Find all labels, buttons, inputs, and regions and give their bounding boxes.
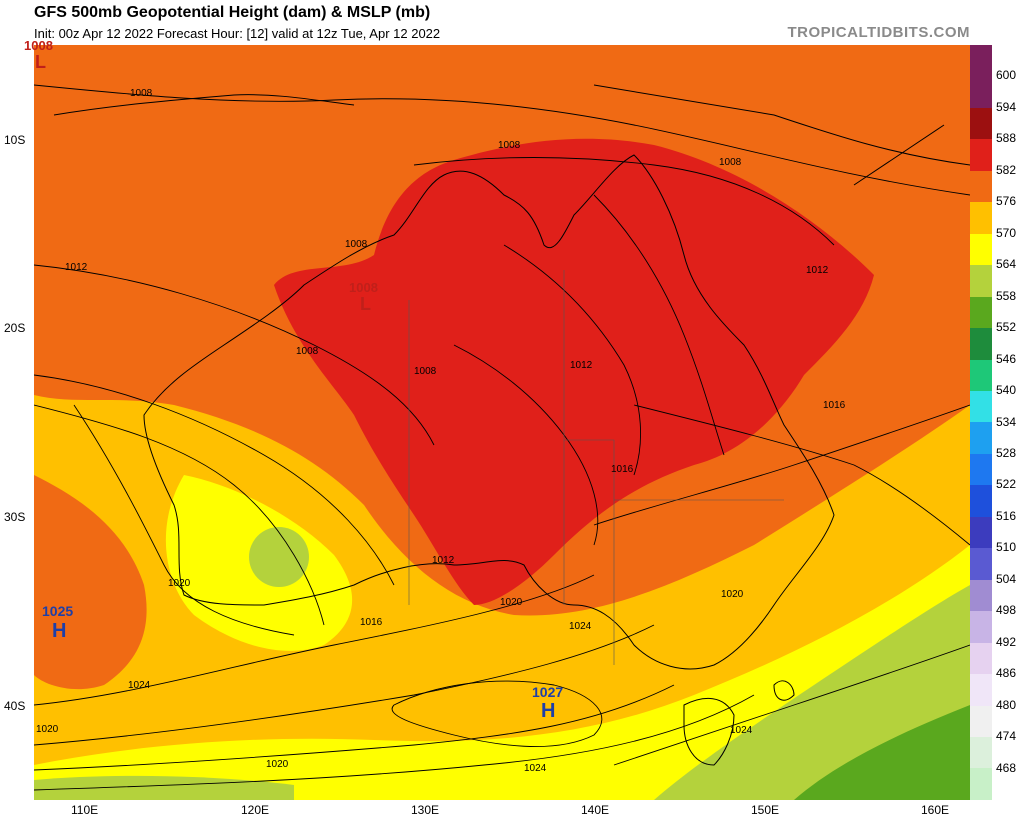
colorbar-tick-label: 474 [996, 729, 1017, 744]
field-564-west [249, 527, 309, 587]
low-center-label: 1008 [24, 38, 53, 53]
map-subtitle: Init: 00z Apr 12 2022 Forecast Hour: [12… [34, 26, 441, 41]
isobar-label: 1012 [570, 360, 593, 371]
colorbar-swatch [970, 328, 992, 360]
isobar-label: 1008 [130, 88, 153, 99]
lon-label: 130E [411, 803, 440, 817]
colorbar-tick-label: 576 [996, 194, 1017, 209]
isobar-label: 1016 [823, 400, 846, 411]
isobar-label: 1008 [719, 157, 742, 168]
colorbar-tick-label: 534 [996, 414, 1017, 429]
isobar-label: 1008 [414, 366, 437, 377]
colorbar-swatch [970, 516, 992, 549]
colorbar-tick-label: 498 [996, 603, 1017, 618]
colorbar-tick-label: 516 [996, 508, 1017, 523]
lat-label: 10S [4, 133, 26, 147]
isobar-label: 1012 [65, 262, 88, 273]
colorbar-swatch [970, 296, 992, 329]
colorbar-swatch [970, 390, 992, 423]
lon-label: 140E [581, 803, 610, 817]
colorbar-swatch [970, 45, 992, 77]
colorbar-swatch [970, 76, 992, 108]
colorbar-swatch [970, 107, 992, 140]
isobar-label: 1020 [500, 597, 523, 608]
field-564-sw [34, 775, 294, 800]
low-center-symbol: L [360, 294, 371, 314]
high-center-symbol: H [52, 620, 67, 642]
colorbar-swatch [970, 265, 992, 297]
colorbar-tick-label: 468 [996, 760, 1017, 775]
colorbar-swatch [970, 453, 992, 486]
isobar-label: 1020 [36, 724, 59, 735]
colorbar-swatch [970, 705, 992, 737]
colorbar-tick-label: 540 [996, 383, 1017, 398]
high-center-label: 1027 [532, 684, 564, 700]
coastlines [53, 84, 970, 766]
colorbar-swatch [970, 736, 992, 769]
lon-label: 110E [71, 803, 99, 817]
isobar-label: 1024 [730, 725, 753, 736]
colorbar-tick-label: 528 [996, 445, 1017, 460]
field-558 [794, 705, 970, 800]
lat-label: 30S [4, 510, 26, 524]
isobar-label: 1024 [128, 680, 151, 691]
colorbar-swatch [970, 768, 992, 800]
colorbar-tick-label: 558 [996, 288, 1017, 303]
lon-label: 160E [921, 803, 950, 817]
lon-label: 150E [751, 803, 780, 817]
isobar-label: 1012 [806, 265, 829, 276]
field-588 [274, 138, 874, 605]
colorbar-tick-label: 504 [996, 571, 1017, 586]
colorbar-tick-label: 510 [996, 540, 1017, 555]
colorbar-tick-label: 492 [996, 634, 1017, 649]
isobar-label: 1020 [168, 578, 191, 589]
isobar-label: 1008 [296, 346, 319, 357]
colorbar-tick-label: 564 [996, 257, 1017, 272]
isobar-label: 1024 [524, 763, 547, 774]
isobar-label: 1012 [432, 555, 455, 566]
low-center-label: 1008 [349, 280, 378, 295]
colorbar-tick-label: 582 [996, 162, 1017, 177]
colorbar-tick-label: 600 [996, 68, 1017, 83]
isobar-label: 1020 [721, 589, 744, 600]
colorbar-tick-label: 480 [996, 697, 1017, 712]
colorbar-swatch [970, 611, 992, 643]
lat-label: 40S [4, 699, 26, 713]
high-center-label: 1025 [42, 603, 74, 619]
field-570-south [34, 545, 970, 800]
colorbar-swatch [970, 170, 992, 203]
colorbar-swatch [970, 139, 992, 171]
isobar-label: 1016 [611, 464, 634, 475]
lat-label: 20S [4, 321, 26, 335]
colorbar-tick-label: 486 [996, 666, 1017, 681]
colorbar-swatch [970, 485, 992, 517]
colorbar-tick-label: 546 [996, 351, 1017, 366]
colorbar-swatch [970, 642, 992, 675]
colorbar-swatch [970, 359, 992, 391]
isobar-label: 1008 [498, 140, 521, 151]
colorbar-swatch [970, 233, 992, 266]
isobar-label: 1008 [345, 239, 368, 250]
field-582-west [34, 475, 147, 690]
colorbar-tick-label: 594 [996, 99, 1017, 114]
colorbar-tick-label: 522 [996, 477, 1017, 492]
weather-map [34, 45, 970, 800]
colorbar-swatch [970, 548, 992, 580]
credit-text: TROPICALTIDBITS.COM [787, 24, 970, 41]
high-center-symbol: H [541, 700, 556, 722]
map-title: GFS 500mb Geopotential Height (dam) & MS… [34, 4, 431, 21]
low-center-symbol: L [35, 52, 46, 72]
isobar-label: 1020 [266, 759, 289, 770]
colorbar-swatch [970, 422, 992, 454]
colorbar-swatch [970, 202, 992, 234]
isobar-label: 1024 [569, 621, 592, 632]
lon-label: 120E [241, 803, 270, 817]
colorbar [970, 45, 992, 800]
colorbar-swatch [970, 579, 992, 612]
colorbar-tick-label: 552 [996, 320, 1017, 335]
colorbar-tick-label: 588 [996, 131, 1017, 146]
colorbar-tick-label: 570 [996, 225, 1017, 240]
isobar-label: 1016 [360, 617, 383, 628]
colorbar-swatch [970, 674, 992, 706]
